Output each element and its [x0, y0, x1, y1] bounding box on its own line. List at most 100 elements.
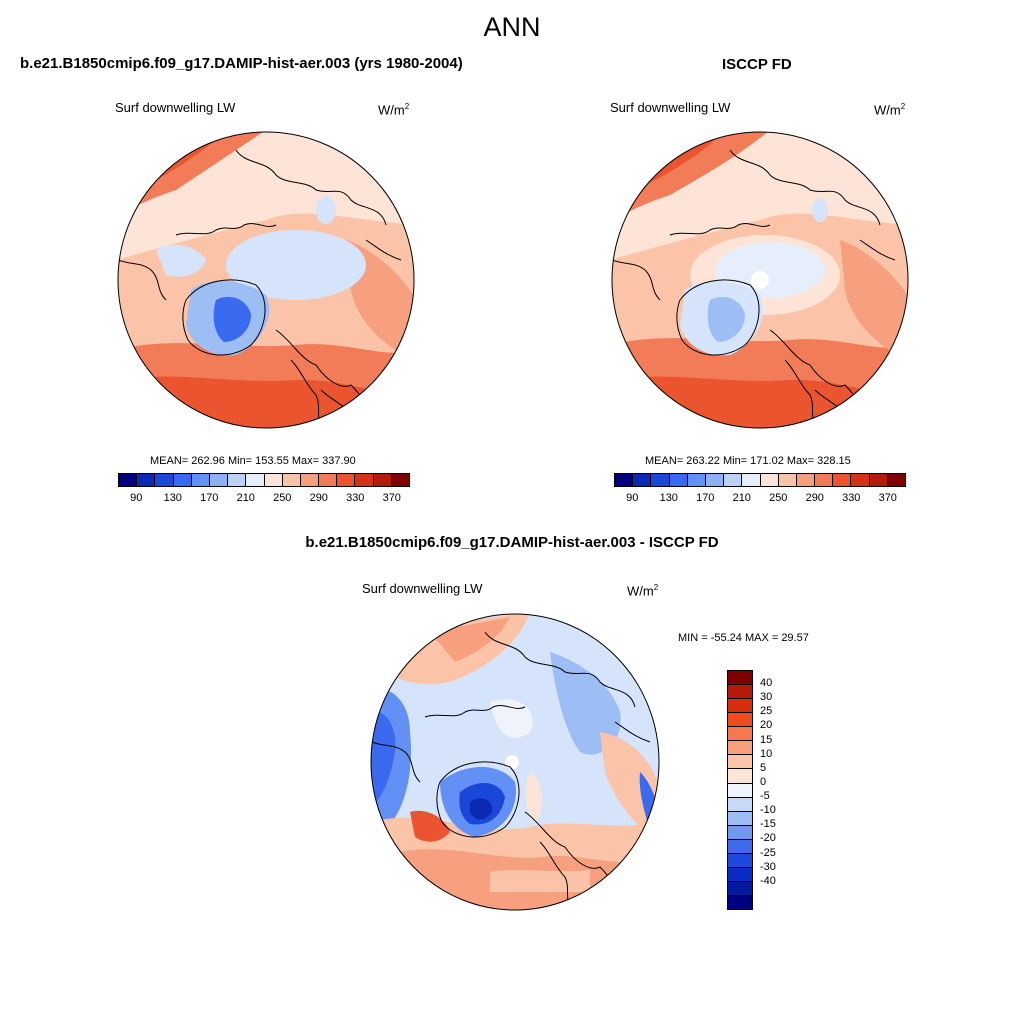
colorbar-tick-label: 90 — [130, 492, 143, 504]
colorbar-swatch — [728, 867, 752, 882]
colorbar-swatch — [264, 474, 283, 486]
colorbar-tick-label: 330 — [346, 492, 365, 504]
colorbar-swatch — [137, 474, 156, 486]
colorbar-swatch — [796, 474, 816, 486]
main-title: ANN — [483, 12, 541, 42]
colorbar-tick-label: 290 — [805, 492, 824, 504]
panel-1-colorbar — [118, 473, 410, 487]
colorbar-swatch — [228, 474, 247, 486]
map-field-greenland-blue — [213, 296, 251, 342]
colorbar-swatch — [209, 474, 229, 486]
colorbar-tick-label: 40 — [760, 677, 773, 690]
colorbar-tick-label: 330 — [842, 492, 861, 504]
map-field-pale-blue-arctic — [226, 230, 366, 300]
colorbar-tick-label: 25 — [760, 705, 773, 718]
panel-1-stats: MEAN= 262.96 Min= 153.55 Max= 337.90 — [150, 455, 356, 467]
panel-1-variable: Surf downwelling LW — [115, 100, 236, 115]
colorbar-tick-label: -40 — [760, 874, 776, 887]
colorbar-swatch — [728, 811, 752, 826]
panel-2-colorbar — [614, 473, 906, 487]
colorbar-swatch — [337, 474, 356, 486]
colorbar-swatch — [728, 853, 752, 868]
colorbar-tick-label: -30 — [760, 860, 776, 873]
colorbar-tick-label: 210 — [236, 492, 255, 504]
colorbar-swatch — [373, 474, 392, 486]
colorbar-tick-label: 250 — [769, 492, 788, 504]
panel-1-polar-map — [117, 131, 415, 429]
panel-3-colorbar-ticks: 40 30 25 20 15 10 5 0 -5 -10 -15 -20 -25 -30 -40 — [760, 670, 800, 910]
colorbar-swatch — [173, 474, 192, 486]
colorbar-swatch — [728, 671, 752, 686]
panel-2-variable: Surf downwelling LW — [610, 100, 731, 115]
colorbar-swatch — [815, 474, 834, 486]
panel-2-title: ISCCP FD — [722, 56, 792, 73]
panel-3-stats: MIN = -55.24 MAX = 29.57 — [678, 632, 809, 644]
colorbar-swatch — [728, 797, 752, 812]
colorbar-tick-label: 0 — [760, 775, 767, 788]
colorbar-tick-label: 30 — [760, 691, 773, 704]
colorbar-tick-label: -15 — [760, 818, 776, 831]
colorbar-tick-label: 90 — [626, 492, 639, 504]
colorbar-swatch — [887, 474, 905, 486]
colorbar-tick-label: 15 — [760, 733, 773, 746]
colorbar-swatch — [669, 474, 688, 486]
colorbar-tick-label: 170 — [696, 492, 715, 504]
colorbar-tick-label: 290 — [309, 492, 328, 504]
colorbar-tick-label: 10 — [760, 747, 773, 760]
panel-1-title: b.e21.B1850cmip6.f09_g17.DAMIP-hist-aer.… — [20, 55, 463, 72]
colorbar-swatch — [724, 474, 743, 486]
colorbar-swatch — [728, 896, 752, 910]
colorbar-swatch — [246, 474, 265, 486]
colorbar-swatch — [633, 474, 652, 486]
colorbar-swatch — [728, 769, 752, 784]
panel-1-unit: W/m2 — [378, 102, 410, 118]
colorbar-swatch — [191, 474, 210, 486]
colorbar-tick-label: -20 — [760, 832, 776, 845]
panel-3-colorbar — [727, 670, 753, 910]
colorbar-swatch — [687, 474, 706, 486]
colorbar-swatch — [833, 474, 852, 486]
panel-2-colorbar-ticks: 90 130 170 210 250 290 330 370 — [614, 492, 906, 506]
colorbar-tick-label: 370 — [878, 492, 897, 504]
panel-3-title: b.e21.B1850cmip6.f09_g17.DAMIP-hist-aer.… — [305, 534, 719, 551]
colorbar-tick-label: -25 — [760, 846, 776, 859]
colorbar-swatch — [851, 474, 870, 486]
colorbar-swatch — [319, 474, 338, 486]
colorbar-swatch — [728, 685, 752, 700]
colorbar-swatch — [728, 727, 752, 742]
colorbar-swatch — [778, 474, 797, 486]
panel-2-stats: MEAN= 263.22 Min= 171.02 Max= 328.15 — [645, 455, 851, 467]
colorbar-swatch — [728, 783, 752, 798]
colorbar-swatch — [728, 825, 752, 840]
colorbar-tick-label: -5 — [760, 790, 770, 803]
colorbar-tick-label: 130 — [659, 492, 678, 504]
panel-2-polar-map — [611, 131, 909, 429]
colorbar-swatch — [300, 474, 320, 486]
colorbar-swatch — [728, 741, 752, 756]
panel-1-colorbar-ticks: 90 130 170 210 250 290 330 370 — [118, 492, 410, 506]
colorbar-swatch — [742, 474, 761, 486]
colorbar-swatch — [651, 474, 670, 486]
colorbar-tick-label: 250 — [273, 492, 292, 504]
colorbar-tick-label: 130 — [163, 492, 182, 504]
colorbar-swatch — [760, 474, 779, 486]
panel-3-variable: Surf downwelling LW — [362, 581, 483, 596]
colorbar-swatch — [728, 755, 752, 770]
colorbar-swatch — [869, 474, 888, 486]
colorbar-swatch — [728, 881, 752, 896]
panel-3-unit: W/m2 — [627, 583, 659, 599]
colorbar-tick-label: 370 — [382, 492, 401, 504]
colorbar-swatch — [728, 713, 752, 728]
colorbar-swatch — [282, 474, 301, 486]
colorbar-swatch — [615, 474, 634, 486]
colorbar-tick-label: -10 — [760, 804, 776, 817]
colorbar-swatch — [705, 474, 725, 486]
colorbar-tick-label: 210 — [732, 492, 751, 504]
colorbar-swatch — [155, 474, 174, 486]
colorbar-tick-label: 20 — [760, 719, 773, 732]
panel-3-polar-map — [370, 613, 660, 911]
panel-2-unit: W/m2 — [874, 102, 906, 118]
colorbar-swatch — [728, 839, 752, 854]
colorbar-tick-label: 5 — [760, 761, 767, 774]
colorbar-tick-label: 170 — [200, 492, 219, 504]
